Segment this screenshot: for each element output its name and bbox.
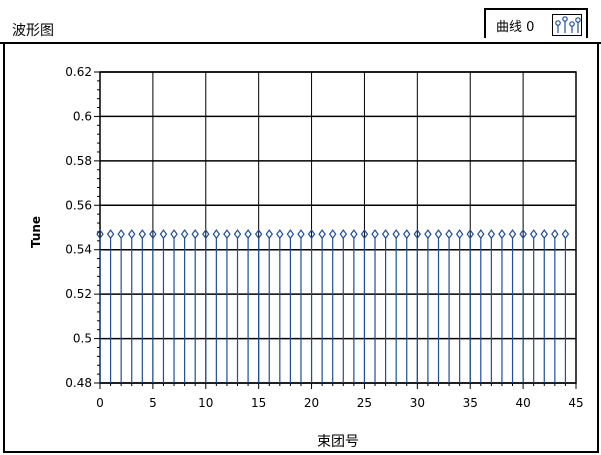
stem-marker <box>307 229 316 240</box>
stem-marker <box>508 229 517 240</box>
x-tick-label: 30 <box>410 396 425 410</box>
plot-legend[interactable]: 曲线 0 <box>484 8 588 38</box>
stem-marker <box>350 229 358 240</box>
stem-marker <box>455 229 464 240</box>
stem-marker <box>392 229 400 240</box>
stem-marker <box>265 229 273 240</box>
graph-titlebar: 波形图 曲线 0 <box>0 0 601 44</box>
stem-marker <box>529 229 538 240</box>
stem-marker <box>180 229 189 240</box>
y-tick-label: 0.48 <box>65 376 92 390</box>
stem-plot-icon[interactable] <box>552 14 582 36</box>
stem-marker <box>138 229 147 240</box>
stem-marker <box>360 229 369 240</box>
x-axis: 0 5 10 15 20 25 30 35 40 45 <box>96 383 584 410</box>
stem-marker <box>540 229 549 240</box>
x-tick-label: 5 <box>149 396 157 410</box>
y-tick-label: 0.58 <box>65 154 92 168</box>
stem-marker <box>381 229 390 240</box>
plot-border <box>99 71 577 384</box>
stem-marker <box>413 229 422 240</box>
stem-marker <box>286 229 295 240</box>
plot-frame <box>3 44 599 453</box>
stem-marker <box>318 229 326 240</box>
y-tick-label: 0.54 <box>65 243 92 257</box>
stem-marker <box>233 229 242 240</box>
stem-marker <box>106 229 115 240</box>
x-tick-label: 0 <box>96 396 104 410</box>
stem-marker <box>371 229 379 240</box>
stem-series <box>96 229 570 383</box>
stem-marker <box>487 229 496 240</box>
stem-marker <box>498 229 506 240</box>
stem-marker <box>117 229 125 240</box>
stem-marker <box>339 229 348 240</box>
stem-marker <box>297 229 305 240</box>
stem-marker <box>445 229 453 240</box>
stem-marker <box>561 229 570 240</box>
graph-title: 波形图 <box>12 23 54 39</box>
y-tick-label: 0.56 <box>65 198 92 212</box>
stem-marker <box>424 229 432 240</box>
stem-marker <box>127 229 136 240</box>
y-tick-label: 0.52 <box>65 287 92 301</box>
stem-marker <box>466 229 474 240</box>
plot-grid <box>99 71 577 384</box>
stem-marker <box>551 229 559 240</box>
stem-marker <box>276 229 284 240</box>
stem-marker <box>223 229 231 240</box>
stem-marker <box>191 229 199 240</box>
y-tick-label: 0.5 <box>73 332 92 346</box>
stem-marker <box>202 229 210 240</box>
x-tick-label: 10 <box>198 396 213 410</box>
y-tick-label: 0.62 <box>65 65 92 79</box>
stem-marker <box>159 229 168 240</box>
stem-marker <box>328 229 337 240</box>
stem-marker <box>244 229 252 240</box>
x-tick-label: 20 <box>304 396 319 410</box>
x-tick-label: 15 <box>251 396 266 410</box>
stem-marker <box>212 229 221 240</box>
stem-marker <box>170 229 178 240</box>
curve-label: 曲线 0 <box>496 20 535 35</box>
x-tick-label: 45 <box>568 396 583 410</box>
stem-marker <box>434 229 443 240</box>
stem-marker <box>403 229 411 240</box>
stem-marker <box>149 229 157 240</box>
y-axis-label: Tune <box>29 216 43 248</box>
x-axis-label: 束团号 <box>317 434 359 450</box>
stem-marker <box>96 229 104 240</box>
stem-marker <box>477 229 485 240</box>
stem-marker <box>519 229 527 240</box>
y-axis: 0.48 0.5 0.52 0.54 0.56 0.58 0.6 0.62 <box>65 65 100 390</box>
x-tick-label: 40 <box>515 396 530 410</box>
y-tick-label: 0.6 <box>73 109 92 123</box>
x-tick-label: 35 <box>463 396 478 410</box>
stem-marker <box>254 229 263 240</box>
x-tick-label: 25 <box>357 396 372 410</box>
